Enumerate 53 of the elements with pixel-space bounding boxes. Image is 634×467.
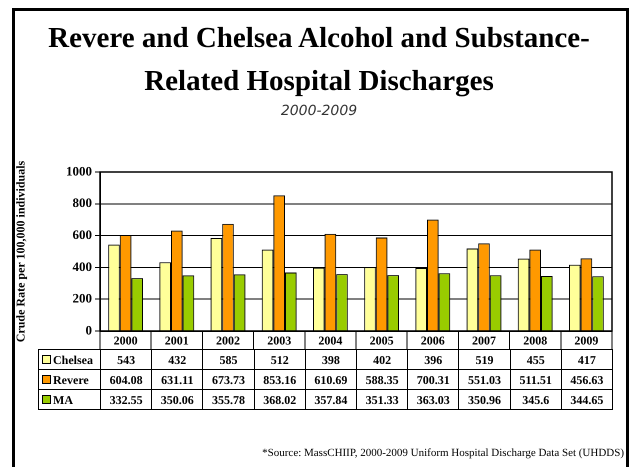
data-label: 631.11 (161, 372, 194, 386)
data-label: 417 (578, 352, 596, 366)
chart-title: Revere and Chelsea Alcohol and Substance-Related Hospital Discharges (47, 21, 591, 99)
y-tick-label: 0 (86, 322, 92, 338)
y-axis-title: Crude Rate per 100,000 individuals (13, 160, 28, 342)
data-label: 455 (526, 352, 545, 366)
x-tick-label: 2009 (574, 333, 598, 348)
data-label: 357.84 (314, 392, 348, 406)
data-label: 700.31 (416, 372, 450, 386)
data-label: 355.78 (212, 392, 245, 406)
data-label: 610.69 (314, 372, 348, 386)
data-label: 551.03 (468, 372, 501, 386)
y-tick-label: 400 (72, 258, 92, 274)
data-label: 604.08 (110, 372, 143, 386)
data-label: 363.03 (416, 392, 450, 406)
data-label: 456.63 (570, 372, 604, 386)
legend-label: MA (53, 392, 73, 406)
x-tick-label: 2004 (318, 333, 342, 348)
legend-label: Revere (53, 372, 89, 386)
data-label: 585 (219, 352, 238, 366)
data-label: 398 (322, 352, 340, 366)
data-label: 396 (424, 352, 442, 366)
data-label: 512 (270, 352, 289, 366)
x-tick-label: 2005 (370, 333, 394, 348)
x-tick-label: 2000 (114, 333, 138, 348)
data-label: 368.02 (263, 392, 296, 406)
x-tick-label: 2006 (420, 333, 445, 348)
x-tick-label: 2003 (267, 333, 292, 348)
y-tick-label: 200 (72, 290, 92, 306)
x-tick-label: 2008 (523, 333, 548, 348)
x-tick-label: 2007 (472, 333, 496, 348)
data-label: 511.51 (520, 372, 552, 386)
legend-label: Chelsea (53, 352, 93, 366)
x-tick-label: 2001 (164, 333, 189, 348)
data-label: 350.96 (468, 392, 501, 406)
data-label: 543 (117, 352, 136, 366)
data-label: 519 (475, 352, 494, 366)
data-label: 351.33 (366, 392, 399, 406)
data-label: 332.55 (110, 392, 143, 406)
data-label: 344.65 (570, 392, 604, 406)
data-label: 673.73 (212, 372, 245, 386)
data-label: 345.6 (522, 392, 550, 406)
x-tick-label: 2002 (216, 333, 240, 348)
chart-subtitle: 2000-2009 (280, 102, 358, 120)
data-label: 853.16 (263, 372, 296, 386)
data-label: 432 (168, 352, 186, 366)
y-tick-label: 600 (72, 226, 92, 242)
data-label: 588.35 (366, 372, 399, 386)
data-label: 350.06 (160, 392, 194, 406)
data-label: 402 (373, 352, 392, 366)
y-tick-label: 1000 (66, 163, 92, 178)
text: *Source: MassCHIIP, 2000-2009 Uniform Hospital Discharge Data Set (UHDDS) (262, 447, 624, 460)
y-tick-label: 800 (72, 195, 92, 210)
